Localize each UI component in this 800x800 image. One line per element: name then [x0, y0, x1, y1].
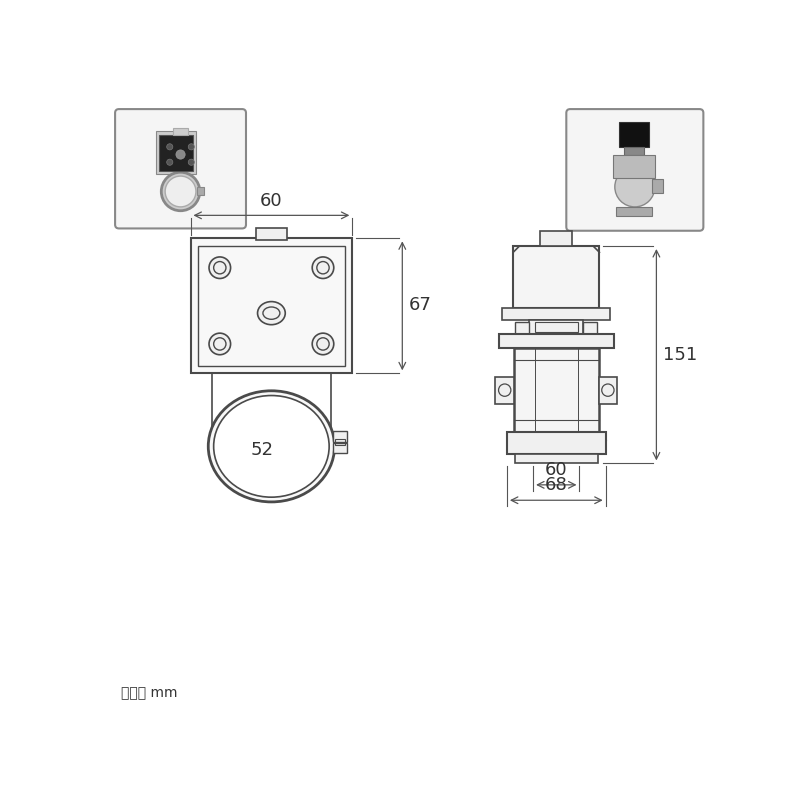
Circle shape — [209, 257, 230, 278]
Bar — [256, 228, 287, 240]
Circle shape — [166, 159, 173, 166]
Text: 52: 52 — [250, 442, 274, 459]
Bar — [652, 179, 662, 193]
Bar — [173, 128, 188, 134]
Bar — [333, 431, 347, 442]
Bar — [502, 308, 610, 320]
Bar — [540, 230, 573, 246]
Circle shape — [312, 333, 334, 354]
Circle shape — [188, 144, 194, 150]
Circle shape — [165, 176, 196, 207]
Bar — [495, 377, 514, 404]
Circle shape — [312, 257, 334, 278]
Bar — [614, 154, 655, 178]
Bar — [619, 122, 649, 147]
Text: 单位： mm: 单位： mm — [122, 686, 178, 700]
FancyBboxPatch shape — [566, 109, 703, 230]
Circle shape — [615, 167, 655, 207]
Text: 60: 60 — [545, 461, 568, 478]
FancyBboxPatch shape — [115, 109, 246, 229]
Bar — [515, 322, 530, 343]
Bar — [507, 433, 606, 454]
Bar — [198, 246, 345, 366]
Bar — [534, 322, 578, 332]
Ellipse shape — [214, 395, 329, 497]
Circle shape — [162, 172, 200, 210]
Circle shape — [209, 333, 230, 354]
Bar — [159, 134, 193, 171]
Bar — [598, 377, 617, 404]
Bar — [530, 320, 583, 334]
Ellipse shape — [208, 390, 334, 502]
Bar — [333, 442, 347, 454]
Bar — [335, 438, 345, 445]
Circle shape — [188, 159, 194, 166]
Bar — [624, 147, 644, 154]
Text: 67: 67 — [409, 297, 431, 314]
Circle shape — [176, 150, 185, 159]
Bar — [513, 246, 599, 308]
Bar — [190, 238, 352, 373]
Text: 151: 151 — [662, 346, 697, 364]
Circle shape — [166, 144, 173, 150]
Text: 68: 68 — [545, 476, 568, 494]
Bar — [583, 322, 597, 343]
Bar — [198, 187, 204, 194]
Text: 60: 60 — [260, 192, 282, 210]
Ellipse shape — [258, 302, 286, 325]
Bar — [498, 334, 614, 348]
Bar — [514, 348, 598, 433]
Bar — [616, 207, 652, 216]
Bar — [514, 454, 598, 463]
Bar — [156, 131, 196, 174]
